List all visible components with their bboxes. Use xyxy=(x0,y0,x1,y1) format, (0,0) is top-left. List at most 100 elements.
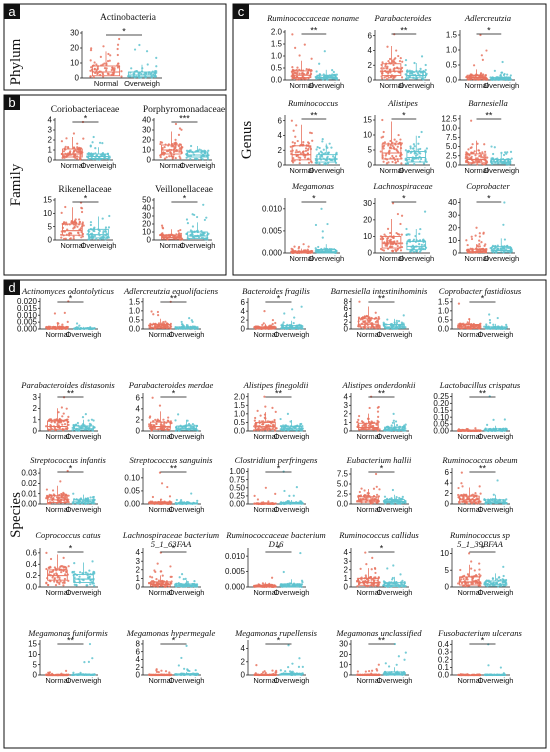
point-overweight xyxy=(400,583,403,586)
point-overweight xyxy=(487,499,490,502)
point-overweight xyxy=(82,425,85,428)
point-normal xyxy=(478,500,481,503)
point-normal xyxy=(481,76,485,80)
point-normal xyxy=(77,223,81,226)
point-overweight xyxy=(84,571,87,574)
point-overweight xyxy=(186,419,189,422)
point-overweight xyxy=(177,583,180,586)
significance-label: * xyxy=(172,544,176,554)
point-overweight xyxy=(404,63,407,67)
point-normal xyxy=(297,250,300,253)
point-overweight xyxy=(143,73,146,76)
point-normal xyxy=(68,234,71,237)
point-normal xyxy=(356,585,359,588)
point-normal xyxy=(160,482,164,485)
point-overweight xyxy=(488,321,492,324)
point-normal xyxy=(467,429,470,432)
point-normal xyxy=(391,245,394,248)
point-normal xyxy=(479,584,482,588)
point-overweight xyxy=(395,321,399,324)
point-normal xyxy=(457,582,460,585)
point-overweight xyxy=(395,496,398,499)
chart-barnesiella-intestinihominis: Barnesiella intestinihominis02468NormalO… xyxy=(331,286,428,339)
point-overweight xyxy=(494,244,497,248)
point-normal xyxy=(59,501,62,504)
point-overweight xyxy=(492,251,495,254)
point-overweight xyxy=(204,237,208,240)
point-overweight xyxy=(89,228,92,231)
point-normal xyxy=(375,496,378,499)
point-normal xyxy=(389,71,392,74)
point-overweight xyxy=(486,501,489,504)
y-tick-label: 20 xyxy=(70,44,79,53)
point-overweight xyxy=(391,582,394,585)
side-label-phylum: Phylum xyxy=(8,38,24,85)
y-tick-label: 4 xyxy=(368,46,373,55)
point-normal xyxy=(65,407,68,410)
point-overweight xyxy=(89,578,92,581)
x-tick-label-overweigh: Overweigh xyxy=(274,432,310,441)
y-tick-label: 2 xyxy=(48,136,53,145)
point-normal xyxy=(51,574,55,577)
point-normal xyxy=(478,562,481,565)
point-normal xyxy=(478,235,481,238)
point-normal xyxy=(470,322,473,326)
point-overweight xyxy=(286,327,289,330)
point-normal xyxy=(382,147,385,150)
point-normal xyxy=(391,160,394,164)
y-tick-label: 0.0 xyxy=(129,325,141,334)
point-normal xyxy=(309,160,313,163)
point-normal xyxy=(263,421,266,424)
point-overweight xyxy=(85,584,88,587)
point-normal xyxy=(293,142,296,145)
point-normal xyxy=(381,154,384,157)
point-overweight xyxy=(184,577,187,580)
point-normal xyxy=(298,150,301,153)
x-tick-label-normal: Normal xyxy=(457,432,482,441)
point-normal xyxy=(470,567,473,570)
point-overweight xyxy=(502,584,506,587)
point-normal xyxy=(363,577,366,580)
point-overweight xyxy=(388,498,391,501)
point-overweight xyxy=(193,580,196,583)
point-overweight xyxy=(86,499,89,503)
point-overweight xyxy=(392,412,395,415)
y-tick-label: 0.5 xyxy=(234,418,246,427)
point-normal xyxy=(386,227,390,230)
point-normal xyxy=(400,214,404,217)
point-overweight xyxy=(89,327,92,330)
point-overweight xyxy=(108,156,111,159)
point-overweight xyxy=(196,585,199,588)
point-normal xyxy=(474,427,477,430)
point-overweight xyxy=(504,427,507,430)
point-normal xyxy=(385,71,388,74)
y-tick-label: 0.03 xyxy=(21,469,37,478)
point-overweight xyxy=(93,234,97,238)
point-overweight xyxy=(92,495,95,499)
point-overweight xyxy=(200,151,203,154)
point-overweight xyxy=(92,419,95,422)
point-normal xyxy=(165,581,168,584)
point-overweight xyxy=(332,155,335,158)
point-normal xyxy=(76,225,79,228)
point-overweight xyxy=(502,157,505,161)
point-overweight xyxy=(186,501,189,504)
y-tick-label: 5.0 xyxy=(446,142,458,151)
point-normal xyxy=(368,420,371,424)
point-overweight xyxy=(425,73,428,77)
point-overweight xyxy=(422,241,425,244)
point-normal xyxy=(72,151,75,155)
point-overweight xyxy=(497,325,500,328)
point-overweight xyxy=(290,327,294,330)
point-normal xyxy=(169,327,172,330)
y-tick-label: 10 xyxy=(363,232,372,241)
point-normal xyxy=(461,485,464,488)
y-tick-label: 1.0 xyxy=(234,409,246,418)
point-overweight xyxy=(418,246,421,250)
point-normal xyxy=(374,472,378,476)
chart-title: Ruminococcus obeum xyxy=(441,455,517,465)
point-overweight xyxy=(92,229,95,232)
point-normal xyxy=(391,154,394,158)
